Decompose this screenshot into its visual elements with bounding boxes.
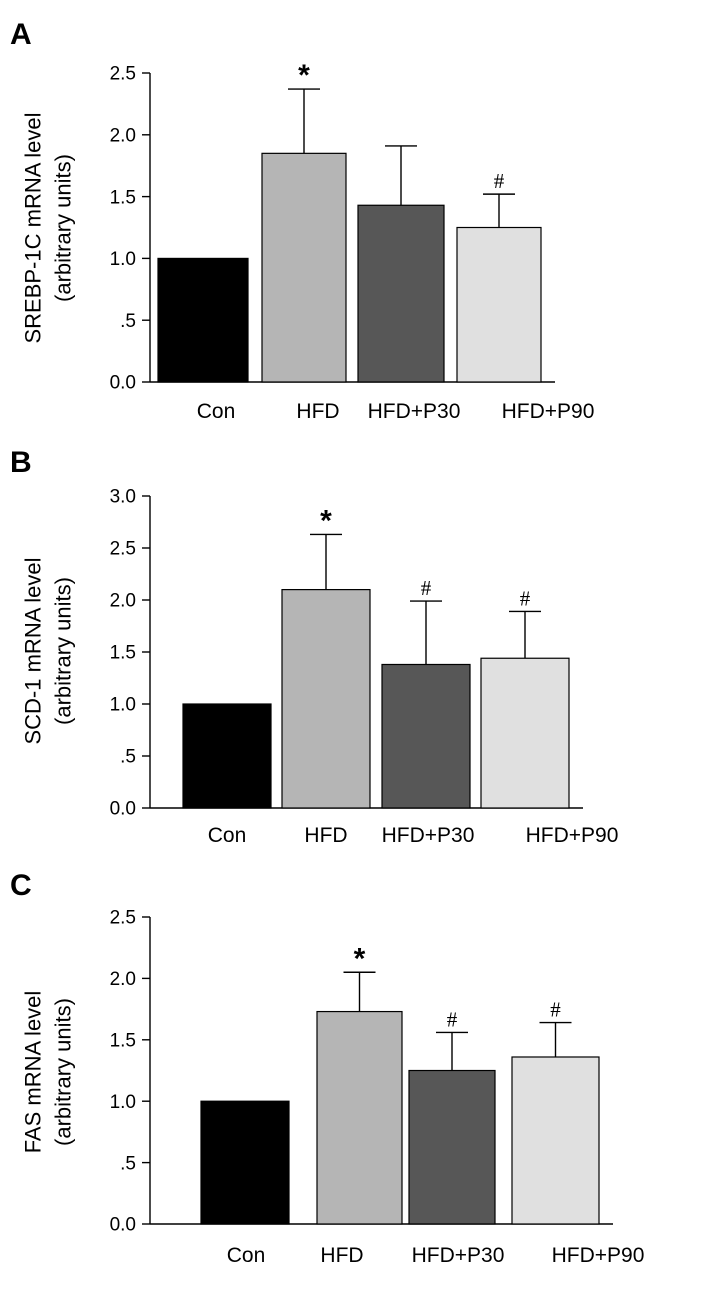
y-axis-label-units: (arbitrary units)	[51, 577, 76, 725]
y-tick-label: 1.0	[110, 695, 136, 716]
y-tick-label: 0.0	[110, 373, 136, 394]
y-tick-label: 2.5	[110, 908, 136, 929]
y-axis-label-units: (arbitrary units)	[51, 154, 76, 302]
chart-panel-c: C FAS mRNA level (arbitrary units) 0.0 .5 1.0…	[10, 869, 644, 1267]
y-tick-label: .5	[120, 311, 136, 332]
y-axis-label: SCD-1 mRNA level	[21, 557, 46, 744]
significance-hash: #	[520, 586, 531, 610]
y-axis-label: SREBP-1C mRNA level	[21, 112, 46, 343]
x-tick-label: HFD	[320, 1244, 363, 1267]
y-tick-label: 0.0	[110, 1215, 136, 1236]
x-tick-label: HFD+P30	[412, 1244, 505, 1267]
bar-hfd-p30	[381, 663, 471, 809]
bar-hfd-p90	[456, 226, 542, 383]
x-tick-label: HFD	[304, 824, 347, 847]
y-tick-label: 0.0	[110, 799, 136, 820]
bar-hfd	[316, 1010, 403, 1225]
x-tick-label: Con	[208, 824, 247, 847]
y-tick-label: 2.0	[110, 125, 136, 146]
chart-panel-a: A SREBP-1C mRNA level (arbitrary units) 0.0…	[10, 18, 594, 423]
significance-star: *	[320, 504, 332, 537]
significance-hash: #	[447, 1007, 458, 1031]
bar-hfd-p30	[408, 1069, 496, 1225]
y-tick-label: .5	[120, 747, 136, 768]
y-tick-label: 1.0	[110, 1092, 136, 1113]
bar-con	[157, 257, 249, 383]
chart-panel-b: B SCD-1 mRNA level (arbitrary units) 0.0 .5 1…	[10, 446, 618, 847]
x-tick-label: Con	[197, 400, 236, 423]
bar-hfd	[261, 152, 347, 383]
x-tick-label: HFD+P30	[368, 400, 461, 423]
significance-hash: #	[494, 169, 505, 193]
panel-letter: B	[10, 446, 32, 479]
y-tick-label: 1.5	[110, 643, 136, 664]
y-tick-label: 2.0	[110, 969, 136, 990]
x-tick-label: HFD+P90	[526, 824, 619, 847]
bar-hfd-p90	[511, 1056, 600, 1225]
bar-hfd-p90	[480, 657, 570, 809]
y-tick-label: 3.0	[110, 487, 136, 508]
significance-star: *	[354, 942, 366, 975]
y-tick-label: .5	[120, 1153, 136, 1174]
y-axis-label-units: (arbitrary units)	[51, 998, 76, 1146]
y-tick-label: 1.5	[110, 187, 136, 208]
bar-hfd-p30	[357, 204, 445, 383]
x-tick-label: HFD	[296, 400, 339, 423]
bar-con	[200, 1100, 290, 1225]
significance-star: *	[298, 59, 310, 92]
y-tick-label: 2.0	[110, 591, 136, 612]
panel-letter: C	[10, 869, 32, 902]
x-tick-label: HFD+P90	[502, 400, 595, 423]
bar-hfd	[281, 588, 371, 809]
y-tick-label: 2.5	[110, 64, 136, 85]
x-tick-label: Con	[227, 1244, 266, 1267]
y-tick-label: 1.5	[110, 1030, 136, 1051]
significance-hash: #	[421, 576, 432, 600]
y-tick-label: 1.0	[110, 249, 136, 270]
significance-hash: #	[550, 998, 561, 1022]
bar-con	[182, 703, 272, 809]
y-tick-label: 2.5	[110, 539, 136, 560]
x-tick-label: HFD+P90	[552, 1244, 645, 1267]
x-tick-label: HFD+P30	[382, 824, 475, 847]
panel-letter: A	[10, 18, 32, 51]
y-axis-label: FAS mRNA level	[21, 991, 46, 1154]
